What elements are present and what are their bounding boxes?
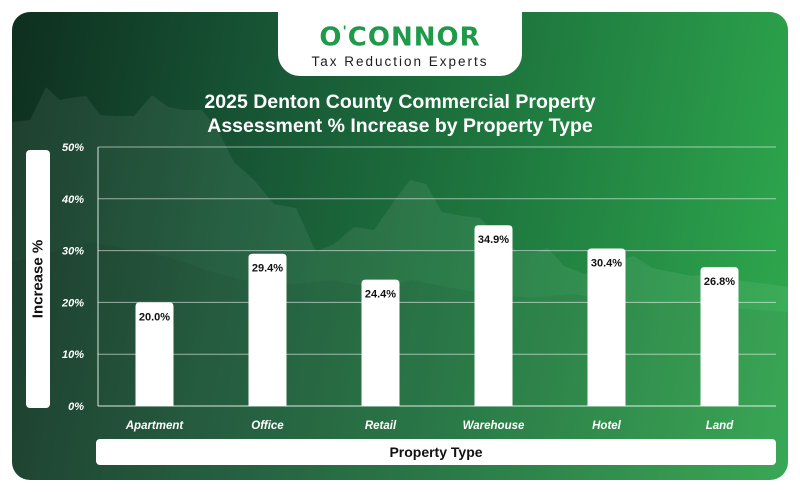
chart-card: O'CONNOR Tax Reduction Experts 2025 Dent… bbox=[12, 12, 788, 480]
x-tick-label: Office bbox=[251, 420, 284, 432]
bar-land bbox=[700, 267, 739, 406]
x-axis-categories: Apartment Office Retail Warehouse Hotel Land bbox=[125, 420, 734, 432]
y-tick-label: 40% bbox=[61, 194, 84, 206]
bar-chart: 0% 10% 20% 30% 40% 50% 20.0% 29.4% 24.4% 34.9% 30… bbox=[61, 142, 776, 432]
bar-apartment bbox=[135, 302, 174, 406]
bar-hotel bbox=[587, 248, 626, 406]
y-tick-label: 20% bbox=[61, 297, 84, 309]
y-axis-ticks: 0% 10% 20% 30% 40% 50% bbox=[61, 142, 84, 413]
bars: 20.0% 29.4% 24.4% 34.9% 30.4% 26.8% bbox=[135, 225, 739, 406]
bar-value-label: 26.8% bbox=[704, 276, 735, 288]
bar-retail bbox=[361, 279, 400, 406]
logo-tagline: Tax Reduction Experts bbox=[311, 53, 489, 69]
bar-value-label: 20.0% bbox=[139, 311, 170, 323]
logo-wordmark: O'CONNOR bbox=[319, 22, 481, 53]
bar-office bbox=[248, 253, 287, 406]
bar-value-label: 34.9% bbox=[478, 234, 509, 246]
y-tick-label: 10% bbox=[62, 349, 84, 361]
y-tick-label: 30% bbox=[62, 246, 84, 258]
chart-title: 2025 Denton County Commercial Property A… bbox=[12, 90, 788, 138]
grid-lines bbox=[97, 146, 776, 407]
bar-value-label: 30.4% bbox=[591, 258, 622, 270]
x-tick-label: Hotel bbox=[592, 420, 622, 432]
x-tick-label: Retail bbox=[365, 420, 397, 432]
bar-value-label: 24.4% bbox=[365, 289, 396, 301]
x-tick-label: Warehouse bbox=[463, 420, 525, 432]
bar-warehouse bbox=[474, 225, 513, 406]
y-axis-label-box: Increase % bbox=[26, 150, 50, 408]
x-tick-label: Land bbox=[706, 420, 734, 432]
chart-title-line-2: Assessment % Increase by Property Type bbox=[207, 115, 593, 137]
x-tick-label: Apartment bbox=[125, 420, 185, 432]
bar-value-label: 29.4% bbox=[252, 263, 283, 275]
logo: O'CONNOR Tax Reduction Experts bbox=[278, 12, 522, 76]
x-axis-label: Property Type bbox=[96, 439, 776, 465]
y-tick-label: 0% bbox=[68, 401, 84, 413]
chart-title-line-1: 2025 Denton County Commercial Property bbox=[204, 91, 596, 113]
y-tick-label: 50% bbox=[62, 142, 84, 154]
